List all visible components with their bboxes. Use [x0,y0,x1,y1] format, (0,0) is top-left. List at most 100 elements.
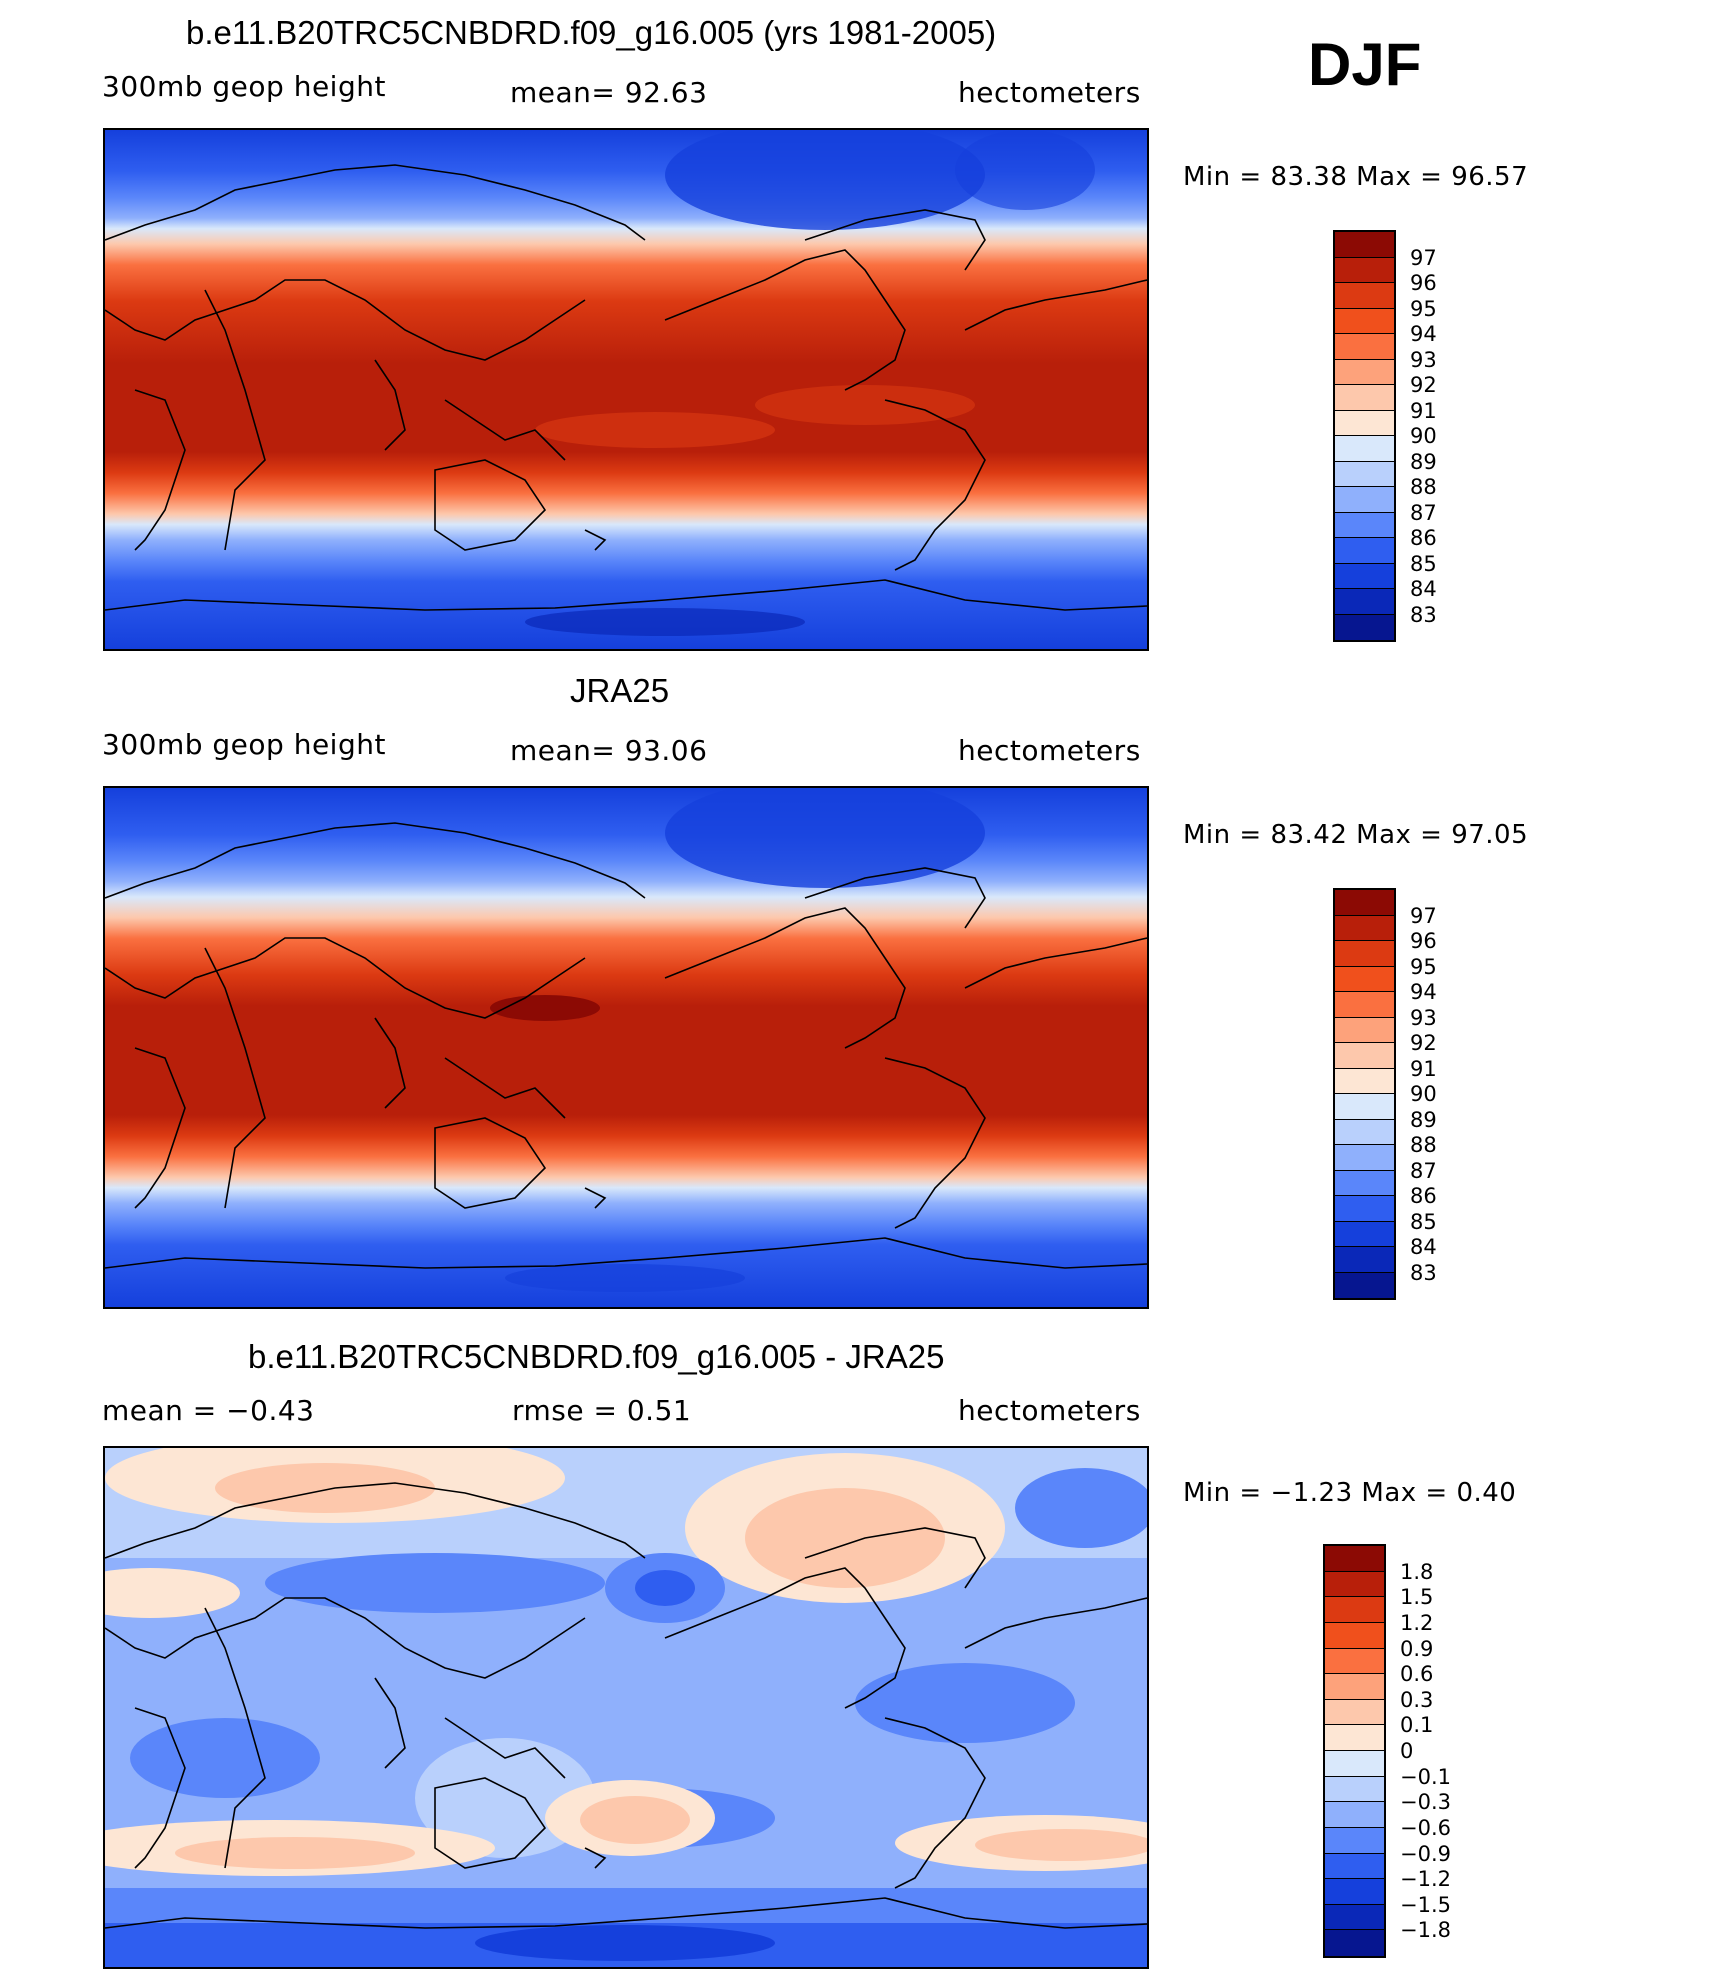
panel-1-title: b.e11.B20TRC5CNBDRD.f09_g16.005 (yrs 198… [186,14,997,51]
panel-2-title: JRA25 [570,672,670,709]
colorbar-swatch [1335,1017,1394,1043]
colorbar-swatch [1335,232,1394,258]
colorbar-tick-label: 83 [1410,602,1437,627]
colorbar-swatch [1335,966,1394,992]
colorbar-swatch [1325,1776,1384,1803]
colorbar-tick-label: 88 [1410,475,1437,499]
colorbar-tick-label: 94 [1410,322,1437,346]
panel-1-coastlines [105,164,1147,611]
colorbar-tick-label: −0.1 [1400,1764,1451,1789]
panel-3-colorbar [1323,1544,1386,1958]
panel-3-min-max: Min = −1.23 Max = 0.40 [1183,1478,1517,1508]
panel-1-units-label: hectometers [958,76,1141,109]
panel-1-field-label: 300mb geop height [102,70,386,103]
colorbar-swatch [1335,512,1394,538]
colorbar-tick-label: 86 [1410,526,1437,550]
colorbar-swatch [1335,359,1394,385]
colorbar-tick-label: 95 [1410,296,1437,321]
colorbar-swatch [1325,1648,1384,1675]
panel-3-map [103,1446,1149,1969]
colorbar-swatch [1325,1622,1384,1649]
colorbar-tick-label: −0.6 [1400,1815,1451,1840]
colorbar-swatch [1325,1546,1384,1572]
colorbar-tick-label: 0.3 [1400,1687,1434,1712]
colorbar-tick-label: 86 [1410,1184,1437,1208]
colorbar-tick-label: 94 [1410,980,1437,1004]
panel-1-min-max: Min = 83.38 Max = 96.57 [1183,162,1529,192]
colorbar-tick-label: 1.5 [1400,1585,1434,1610]
panel-2-mean-label: mean= 93.06 [510,734,708,767]
colorbar-swatch [1335,334,1394,360]
colorbar-tick-label: 84 [1410,577,1437,601]
colorbar-swatch [1335,1196,1394,1222]
colorbar-tick-label: −1.8 [1400,1918,1451,1943]
colorbar-tick-label: 97 [1410,245,1437,270]
colorbar-tick-label: 87 [1410,500,1437,525]
colorbar-swatch [1325,1904,1384,1931]
colorbar-swatch [1335,487,1394,513]
colorbar-tick-label: 85 [1410,551,1437,576]
colorbar-swatch [1325,1725,1384,1751]
colorbar-swatch [1325,1802,1384,1828]
colorbar-tick-label: 90 [1410,424,1437,448]
colorbar-swatch [1325,1879,1384,1905]
colorbar-swatch [1335,915,1394,941]
panel-2-coastlines [105,822,1147,1269]
colorbar-tick-label: 92 [1410,1031,1437,1055]
colorbar-tick-label: −1.5 [1400,1892,1451,1917]
colorbar-tick-label: 89 [1410,449,1437,474]
colorbar-tick-label: 1.8 [1400,1559,1434,1584]
colorbar-tick-label: 91 [1410,1056,1437,1081]
panel-3-coastlines [105,1482,1147,1929]
panel-1-map [103,128,1149,651]
panel-1-mean-label: mean= 92.63 [510,76,708,109]
colorbar-tick-label: 88 [1410,1133,1437,1157]
colorbar-swatch [1335,1272,1394,1298]
colorbar-swatch [1335,1043,1394,1069]
panel-2-field-label: 300mb geop height [102,728,386,761]
colorbar-swatch [1335,257,1394,283]
colorbar-tick-label: 0.6 [1400,1662,1434,1687]
panel-2-units-label: hectometers [958,734,1141,767]
panel-2-colorbar [1333,888,1396,1300]
season-label: DJF [1308,31,1422,98]
colorbar-tick-label: 96 [1410,271,1437,295]
panel-3-map-field [105,1448,1147,1967]
colorbar-swatch [1335,1221,1394,1247]
panel-3-rmse-label: rmse = 0.51 [512,1394,692,1427]
colorbar-tick-label: 96 [1410,929,1437,953]
colorbar-tick-label: 90 [1410,1082,1437,1106]
colorbar-swatch [1335,436,1394,462]
colorbar-swatch [1335,461,1394,487]
panel-2-map [103,786,1149,1309]
colorbar-tick-label: 0.9 [1400,1636,1434,1661]
colorbar-swatch [1335,1068,1394,1094]
colorbar-tick-label: 0 [1400,1739,1414,1763]
colorbar-tick-label: 89 [1410,1107,1437,1132]
colorbar-tick-label: 83 [1410,1260,1437,1285]
colorbar-swatch [1335,410,1394,436]
panel-1-colorbar [1333,230,1396,642]
colorbar-swatch [1335,308,1394,334]
colorbar-swatch [1325,1853,1384,1880]
colorbar-tick-label: −0.9 [1400,1841,1451,1866]
panel-2-map-field [105,788,1147,1307]
colorbar-tick-label: 0.1 [1400,1713,1434,1738]
panel-3-title: b.e11.B20TRC5CNBDRD.f09_g16.005 - JRA25 [248,1338,945,1375]
colorbar-swatch [1325,1571,1384,1598]
colorbar-tick-label: −1.2 [1400,1867,1451,1892]
colorbar-swatch [1335,538,1394,564]
colorbar-swatch [1335,614,1394,640]
colorbar-tick-label: 85 [1410,1209,1437,1234]
colorbar-swatch [1335,563,1394,589]
colorbar-swatch [1335,1247,1394,1273]
colorbar-tick-label: 87 [1410,1158,1437,1183]
colorbar-swatch [1335,1094,1394,1120]
colorbar-swatch [1325,1751,1384,1777]
panel-1-map-field [105,130,1147,649]
colorbar-tick-label: 84 [1410,1235,1437,1259]
colorbar-tick-label: −0.3 [1400,1790,1451,1815]
colorbar-swatch [1325,1597,1384,1623]
colorbar-swatch [1335,1145,1394,1171]
colorbar-swatch [1325,1827,1384,1854]
